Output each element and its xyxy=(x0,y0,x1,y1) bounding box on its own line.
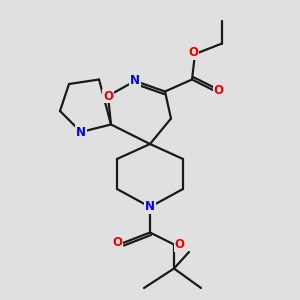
Text: O: O xyxy=(174,238,184,251)
Text: N: N xyxy=(130,74,140,88)
Text: N: N xyxy=(76,125,86,139)
Text: O: O xyxy=(188,46,199,59)
Text: O: O xyxy=(213,83,224,97)
Text: N: N xyxy=(145,200,155,214)
Text: O: O xyxy=(112,236,123,250)
Text: O: O xyxy=(103,89,113,103)
